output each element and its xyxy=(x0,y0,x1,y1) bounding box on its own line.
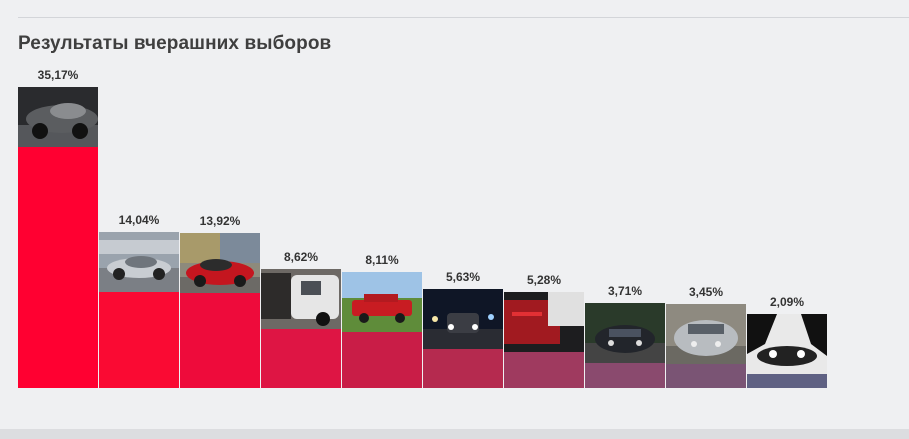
bar-percent-label: 3,71% xyxy=(607,284,643,298)
candidate-thumbnail[interactable] xyxy=(423,289,503,349)
candidate-thumbnail[interactable] xyxy=(747,314,827,374)
bar-group: 13,92% xyxy=(180,0,260,388)
bar xyxy=(261,329,341,388)
bar-group: 3,45% xyxy=(666,0,746,388)
bar-percent-label: 5,63% xyxy=(445,270,481,284)
candidate-thumbnail[interactable] xyxy=(18,87,98,147)
page-title: Результаты вчерашних выборов xyxy=(18,33,332,54)
bar xyxy=(18,147,98,388)
candidate-thumbnail[interactable] xyxy=(585,303,665,363)
dark-sedan-parked-photo xyxy=(585,303,665,363)
bar-group: 35,17% xyxy=(18,0,98,388)
bar-group: 2,09% xyxy=(747,0,827,388)
candidate-thumbnail[interactable] xyxy=(261,269,341,329)
candidate-thumbnail[interactable] xyxy=(666,304,746,364)
bar xyxy=(504,352,584,388)
bar xyxy=(99,292,179,388)
silver-coupe-parking-lot-photo xyxy=(99,232,179,292)
red-car-interior-photo xyxy=(504,292,584,352)
bar-group: 8,62% xyxy=(261,0,341,388)
bar-percent-label: 35,17% xyxy=(37,68,79,82)
top-divider xyxy=(18,17,909,18)
red-hatchback-graffiti-photo xyxy=(180,233,260,293)
candidate-thumbnail[interactable] xyxy=(342,272,422,332)
bar xyxy=(747,374,827,388)
bar-percent-label: 14,04% xyxy=(118,213,160,227)
bar-group: 3,71% xyxy=(585,0,665,388)
bar xyxy=(666,364,746,388)
bar xyxy=(423,349,503,388)
bar-percent-label: 2,09% xyxy=(769,295,805,309)
bar-group: 5,63% xyxy=(423,0,503,388)
bar-group: 5,28% xyxy=(504,0,584,388)
bar-group: 14,04% xyxy=(99,0,179,388)
candidate-thumbnail[interactable] xyxy=(504,292,584,352)
bar-group: 8,11% xyxy=(342,0,422,388)
red-classic-sedan-grass-photo xyxy=(342,272,422,332)
candidate-thumbnail[interactable] xyxy=(180,233,260,293)
bar xyxy=(342,332,422,388)
bar xyxy=(180,293,260,388)
white-van-open-door-photo xyxy=(261,269,341,329)
bar-percent-label: 5,28% xyxy=(526,273,562,287)
car-headlights-monochrome-photo xyxy=(747,314,827,374)
silver-minivan-photo xyxy=(666,304,746,364)
bar-percent-label: 13,92% xyxy=(199,214,241,228)
bottom-strip xyxy=(0,429,909,439)
dark-sports-car-photo xyxy=(18,87,98,147)
candidate-thumbnail[interactable] xyxy=(99,232,179,292)
bar xyxy=(585,363,665,388)
suv-night-lights-photo xyxy=(423,289,503,349)
bar-percent-label: 8,62% xyxy=(283,250,319,264)
bar-percent-label: 8,11% xyxy=(365,253,399,267)
bar-percent-label: 3,45% xyxy=(688,285,724,299)
